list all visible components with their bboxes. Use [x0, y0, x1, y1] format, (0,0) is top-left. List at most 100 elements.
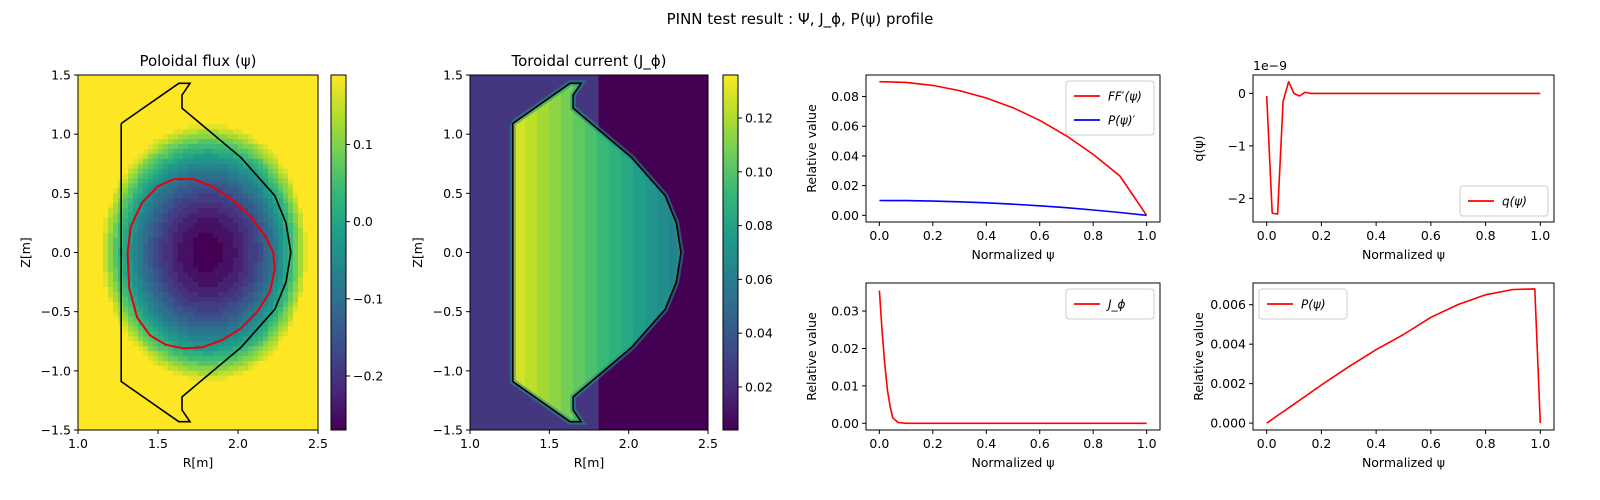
flux-cell — [108, 193, 114, 199]
flux-cell — [303, 395, 309, 402]
flux-cell — [303, 84, 309, 91]
flux-cell — [268, 213, 274, 219]
flux-cell — [98, 104, 104, 111]
flux-cell — [298, 163, 304, 170]
flux-cell — [193, 222, 199, 229]
flux-cell — [93, 178, 99, 185]
flux-cell — [258, 420, 264, 426]
flux-cell — [268, 89, 274, 96]
flux-cell — [188, 124, 194, 130]
flux-cell — [213, 222, 219, 229]
flux-cell — [203, 277, 209, 283]
flux-cell — [133, 296, 139, 303]
flux-cell — [198, 291, 204, 298]
flux-cell — [143, 124, 149, 130]
flux-cell — [253, 291, 259, 298]
flux-cell — [273, 400, 279, 406]
flux-cell — [173, 203, 179, 209]
flux-cell — [208, 296, 214, 303]
flux-cell — [98, 321, 104, 328]
flux-cell — [293, 217, 299, 224]
flux-cell — [128, 119, 134, 125]
flux-cell — [268, 173, 274, 180]
flux-cell — [93, 331, 99, 337]
flux-cell — [178, 336, 184, 342]
flux-cell — [98, 188, 104, 194]
flux-cell — [138, 163, 144, 170]
flux-cell — [228, 257, 234, 263]
flux-cell — [268, 405, 274, 411]
flux-cell — [263, 237, 269, 244]
flux-cell — [173, 84, 179, 91]
flux-cell — [83, 158, 89, 165]
flux-cell — [113, 139, 119, 145]
flux-cell — [113, 380, 119, 387]
flux-cell — [78, 104, 84, 111]
flux-cell — [283, 89, 289, 96]
flux-cell — [258, 375, 264, 382]
flux-cell — [253, 336, 259, 342]
flux-cell — [93, 104, 99, 111]
flux-cell — [213, 267, 219, 273]
flux-cell — [233, 134, 239, 140]
flux-cell — [128, 282, 134, 288]
flux-cell — [228, 119, 234, 125]
flux-cell — [168, 134, 174, 140]
flux-cell — [88, 153, 94, 160]
flux-cell — [138, 385, 144, 392]
flux-cell — [208, 311, 214, 318]
flux-cell — [158, 242, 164, 249]
flux-cell — [243, 79, 249, 86]
flux-cell — [143, 158, 149, 165]
flux-cell — [288, 75, 294, 81]
flux-cell — [138, 252, 144, 259]
flux-cell — [123, 119, 129, 125]
flux-cell — [133, 380, 139, 387]
flux-cell — [208, 158, 214, 165]
flux-cell — [218, 277, 224, 283]
flux-cell — [253, 341, 259, 347]
flux-cell — [188, 336, 194, 342]
flux-cell — [128, 89, 134, 96]
flux-cell — [108, 222, 114, 229]
flux-cell — [313, 114, 319, 120]
flux-cell — [233, 203, 239, 209]
flux-cell — [203, 375, 209, 382]
flux-cell — [78, 311, 84, 318]
flux-cell — [233, 395, 239, 402]
flux-cell — [228, 306, 234, 313]
flux-cell — [173, 277, 179, 283]
flux-cell — [158, 75, 164, 81]
flux-cell — [78, 193, 84, 199]
flux-cell — [218, 242, 224, 249]
flux-cell — [143, 425, 149, 431]
flux-cell — [313, 415, 319, 421]
flux-cell — [283, 267, 289, 273]
flux-cell — [278, 247, 284, 254]
flux-cell — [188, 84, 194, 91]
flux-cell — [293, 326, 299, 332]
flux-cell — [178, 341, 184, 347]
flux-cell — [123, 390, 129, 397]
flux-cell — [88, 346, 94, 352]
flux-cell — [298, 198, 304, 204]
flux-cell — [218, 400, 224, 406]
flux-cell — [83, 385, 89, 392]
flux-cell — [78, 173, 84, 180]
flux-cell — [98, 148, 104, 155]
flux-cell — [278, 425, 284, 431]
flux-cell — [153, 395, 159, 402]
flux-cell — [128, 336, 134, 342]
flux-cell — [163, 356, 169, 362]
flux-cell — [133, 163, 139, 170]
pressure-xtick-label: 0.8 — [1476, 436, 1496, 451]
flux-cell — [258, 282, 264, 288]
flux-cell — [138, 119, 144, 125]
flux-cell — [223, 247, 229, 254]
flux-cell — [253, 158, 259, 165]
flux-cell — [223, 390, 229, 397]
flux-cell — [253, 144, 259, 150]
flux-cell — [158, 321, 164, 328]
flux-cell — [133, 237, 139, 244]
flux-cell — [173, 346, 179, 352]
